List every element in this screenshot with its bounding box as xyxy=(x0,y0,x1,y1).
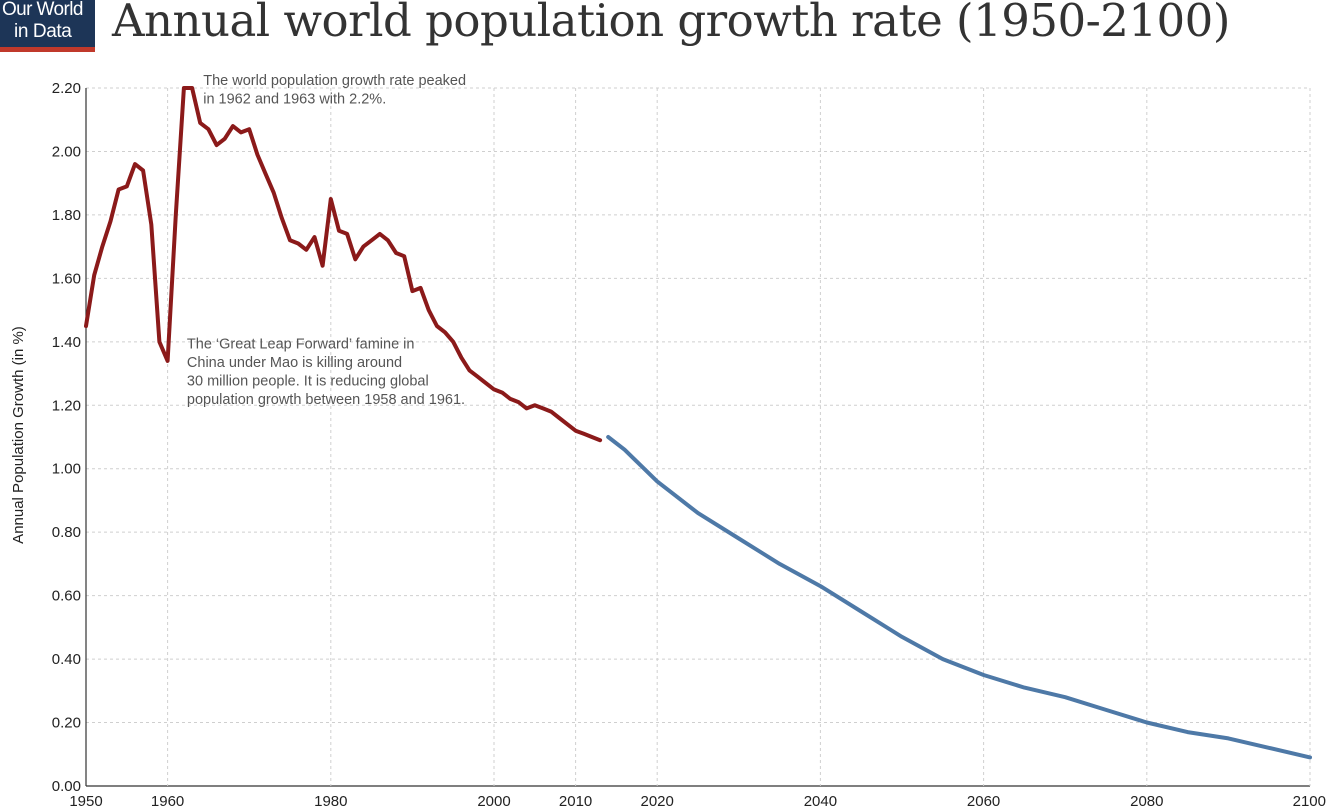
grid-lines xyxy=(85,87,1311,787)
annotation-line: The world population growth rate peaked xyxy=(203,73,466,89)
chart-title: Annual world population growth rate (195… xyxy=(112,0,1230,47)
x-tick-label: 2020 xyxy=(641,793,674,810)
annotation-line: population growth between 1958 and 1961. xyxy=(187,392,465,408)
y-tick-label: 1.20 xyxy=(52,397,81,414)
annotation-line: 30 million people. It is reducing global xyxy=(187,373,429,389)
y-tick-label: 0.60 xyxy=(52,588,81,605)
annotation-line: The ‘Great Leap Forward’ famine in xyxy=(187,336,415,352)
y-tick-label: 2.00 xyxy=(52,143,81,160)
x-tick-label: 2080 xyxy=(1130,793,1163,810)
y-axis-ticks: 0.00 0.20 0.40 0.60 0.80 1.00 1.20 1.40 1.60 1.80… xyxy=(52,80,81,795)
x-tick-label: 2040 xyxy=(804,793,837,810)
annotation-line: China under Mao is killing around xyxy=(187,355,402,371)
y-tick-label: 1.40 xyxy=(52,334,81,351)
logo-accent-bar xyxy=(0,47,95,52)
series-line-historical xyxy=(84,86,603,443)
y-tick-label: 0.20 xyxy=(52,715,81,732)
y-tick-label: 1.80 xyxy=(52,207,81,224)
x-axis-ticks: 1950 1960 1980 2000 2010 2020 2040 2060 2080 2100 xyxy=(69,793,1326,810)
y-tick-label: 1.60 xyxy=(52,270,81,287)
annotation-1: The world population growth rate peaked i… xyxy=(203,73,466,108)
y-tick-label: 2.20 xyxy=(52,80,81,97)
y-tick-label: 0.80 xyxy=(52,524,81,541)
y-tick-label: 1.00 xyxy=(52,461,81,478)
logo-line-2: in Data xyxy=(14,21,72,42)
x-tick-label: 1980 xyxy=(314,793,347,810)
annotation-2: The ‘Great Leap Forward’ famine in China … xyxy=(187,336,465,408)
x-tick-label: 2060 xyxy=(967,793,1000,810)
x-tick-label: 2010 xyxy=(559,793,592,810)
owid-logo[interactable]: Our World in Data xyxy=(0,0,95,52)
y-tick-label: 0.40 xyxy=(52,651,81,668)
x-tick-label: 1950 xyxy=(69,793,102,810)
x-tick-label: 2100 xyxy=(1293,793,1326,810)
y-axis-label: Annual Population Growth (in %) xyxy=(10,326,27,544)
x-tick-label: 1960 xyxy=(151,793,184,810)
series-lines xyxy=(84,86,1312,760)
series-line-projection xyxy=(606,435,1312,760)
logo-line-1: Our World xyxy=(2,0,83,20)
annotation-line: in 1962 and 1963 with 2.2%. xyxy=(203,92,386,108)
x-tick-label: 2000 xyxy=(477,793,510,810)
y-tick-label: 0.00 xyxy=(52,778,81,795)
annotations: The world population growth rate peaked i… xyxy=(187,73,466,408)
